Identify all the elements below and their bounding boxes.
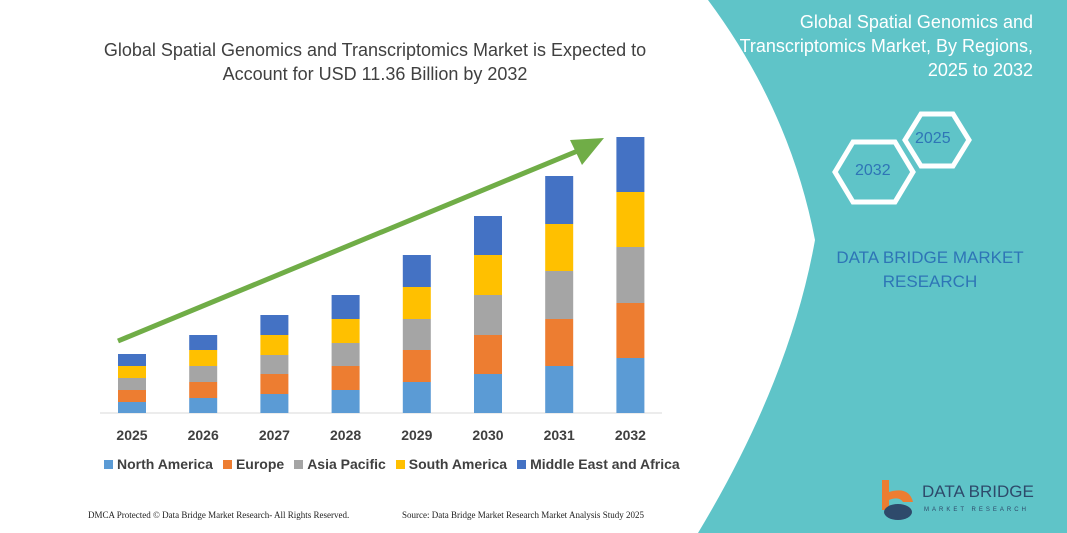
legend-item: Europe xyxy=(222,456,285,472)
x-tick-label: 2029 xyxy=(401,427,432,443)
legend-swatch xyxy=(395,459,405,469)
source-text: Source: Data Bridge Market Research Mark… xyxy=(402,510,644,520)
bar-segment-europe-2032 xyxy=(616,303,645,358)
bar-segment-south-america-2032 xyxy=(616,192,645,247)
bar-segment-middle-east-and-africa-2027 xyxy=(260,315,289,335)
legend-item: Middle East and Africa xyxy=(517,456,680,472)
bar-segment-north-america-2031 xyxy=(545,366,574,413)
legend-swatch xyxy=(222,459,232,469)
x-tick-label: 2030 xyxy=(472,427,503,443)
legend-item: Asia Pacific xyxy=(294,456,386,472)
bar-segment-asia-pacific-2030 xyxy=(474,295,502,335)
bar-segment-middle-east-and-africa-2030 xyxy=(474,216,502,255)
bar-segment-europe-2031 xyxy=(545,319,574,366)
legend-label: South America xyxy=(408,456,508,472)
hex-label-end: 2032 xyxy=(855,162,891,179)
bar-segment-asia-pacific-2027 xyxy=(260,355,289,374)
x-tick-label: 2026 xyxy=(188,427,219,443)
logo-icon xyxy=(882,480,913,520)
hex-label-start: 2025 xyxy=(915,130,951,147)
logo-sub: MARKET RESEARCH xyxy=(924,507,1029,513)
bar-segment-middle-east-and-africa-2032 xyxy=(616,137,645,192)
bar-segment-south-america-2031 xyxy=(545,224,574,271)
x-tick-label: 2027 xyxy=(259,427,290,443)
bar-segment-north-america-2025 xyxy=(118,402,146,413)
bar-segment-south-america-2028 xyxy=(331,319,360,343)
bar-segment-europe-2028 xyxy=(331,366,360,390)
side-panel xyxy=(698,0,1067,533)
bar-segment-north-america-2029 xyxy=(402,382,431,413)
legend-item: South America xyxy=(395,456,508,472)
bar-segment-north-america-2030 xyxy=(474,374,502,413)
legend-swatch xyxy=(294,459,304,469)
bar-segment-europe-2027 xyxy=(260,374,289,394)
chart-title: Global Spatial Genomics and Transcriptom… xyxy=(103,40,647,84)
legend-label: Middle East and Africa xyxy=(530,456,680,472)
bar-segment-south-america-2029 xyxy=(402,287,431,319)
bar-segment-north-america-2026 xyxy=(189,398,218,413)
bar-segment-middle-east-and-africa-2028 xyxy=(331,295,360,319)
legend-label: North America xyxy=(117,456,213,472)
x-tick-label: 2028 xyxy=(330,427,361,443)
bar-segment-middle-east-and-africa-2031 xyxy=(545,176,574,224)
bar-segment-europe-2025 xyxy=(118,390,146,402)
side-panel-title: Global Spatial Genomics and Transcriptom… xyxy=(739,12,1033,80)
x-tick-label: 2031 xyxy=(544,427,575,443)
bar-segment-europe-2030 xyxy=(474,335,502,374)
x-tick-label: 2025 xyxy=(116,427,147,443)
bar-segment-asia-pacific-2025 xyxy=(118,378,146,390)
legend-label: Asia Pacific xyxy=(307,456,386,472)
bar-segment-south-america-2025 xyxy=(118,366,146,378)
legend-swatch xyxy=(104,459,113,469)
brand-text: DATA BRIDGE MARKET RESEARCH xyxy=(836,248,1024,291)
bar-segment-north-america-2027 xyxy=(260,394,289,413)
trend-arrow-head-icon xyxy=(570,138,604,165)
legend-item: North America xyxy=(104,456,213,472)
bar-segment-north-america-2028 xyxy=(331,390,360,413)
bar-segment-middle-east-and-africa-2029 xyxy=(402,255,431,287)
bar-segment-asia-pacific-2028 xyxy=(331,343,360,366)
legend: North America Europe Asia Pacific South Ame… xyxy=(104,456,680,472)
legend-swatch xyxy=(517,459,527,469)
hexagon-2025 xyxy=(902,111,972,169)
bar-segment-europe-2026 xyxy=(189,382,218,398)
bar-segment-europe-2029 xyxy=(402,350,431,382)
bar-segment-middle-east-and-africa-2026 xyxy=(189,335,218,350)
copyright-text: DMCA Protected © Data Bridge Market Rese… xyxy=(88,510,350,520)
bar-segment-south-america-2027 xyxy=(260,335,289,355)
hexagon-2032 xyxy=(832,139,916,205)
bar-segment-asia-pacific-2029 xyxy=(402,319,431,350)
logo-name: DATA BRIDGE xyxy=(922,482,1034,501)
bar-segment-asia-pacific-2031 xyxy=(545,271,574,319)
x-tick-label: 2032 xyxy=(615,427,646,443)
legend-label: Europe xyxy=(235,456,285,472)
bar-segment-south-america-2030 xyxy=(474,255,502,295)
bar-segment-asia-pacific-2026 xyxy=(189,366,218,382)
bar-segment-south-america-2026 xyxy=(189,350,218,366)
bar-segment-asia-pacific-2032 xyxy=(616,247,645,303)
bar-segment-north-america-2032 xyxy=(616,358,645,413)
bar-segment-middle-east-and-africa-2025 xyxy=(118,354,146,366)
trend-arrow-line xyxy=(117,147,581,344)
